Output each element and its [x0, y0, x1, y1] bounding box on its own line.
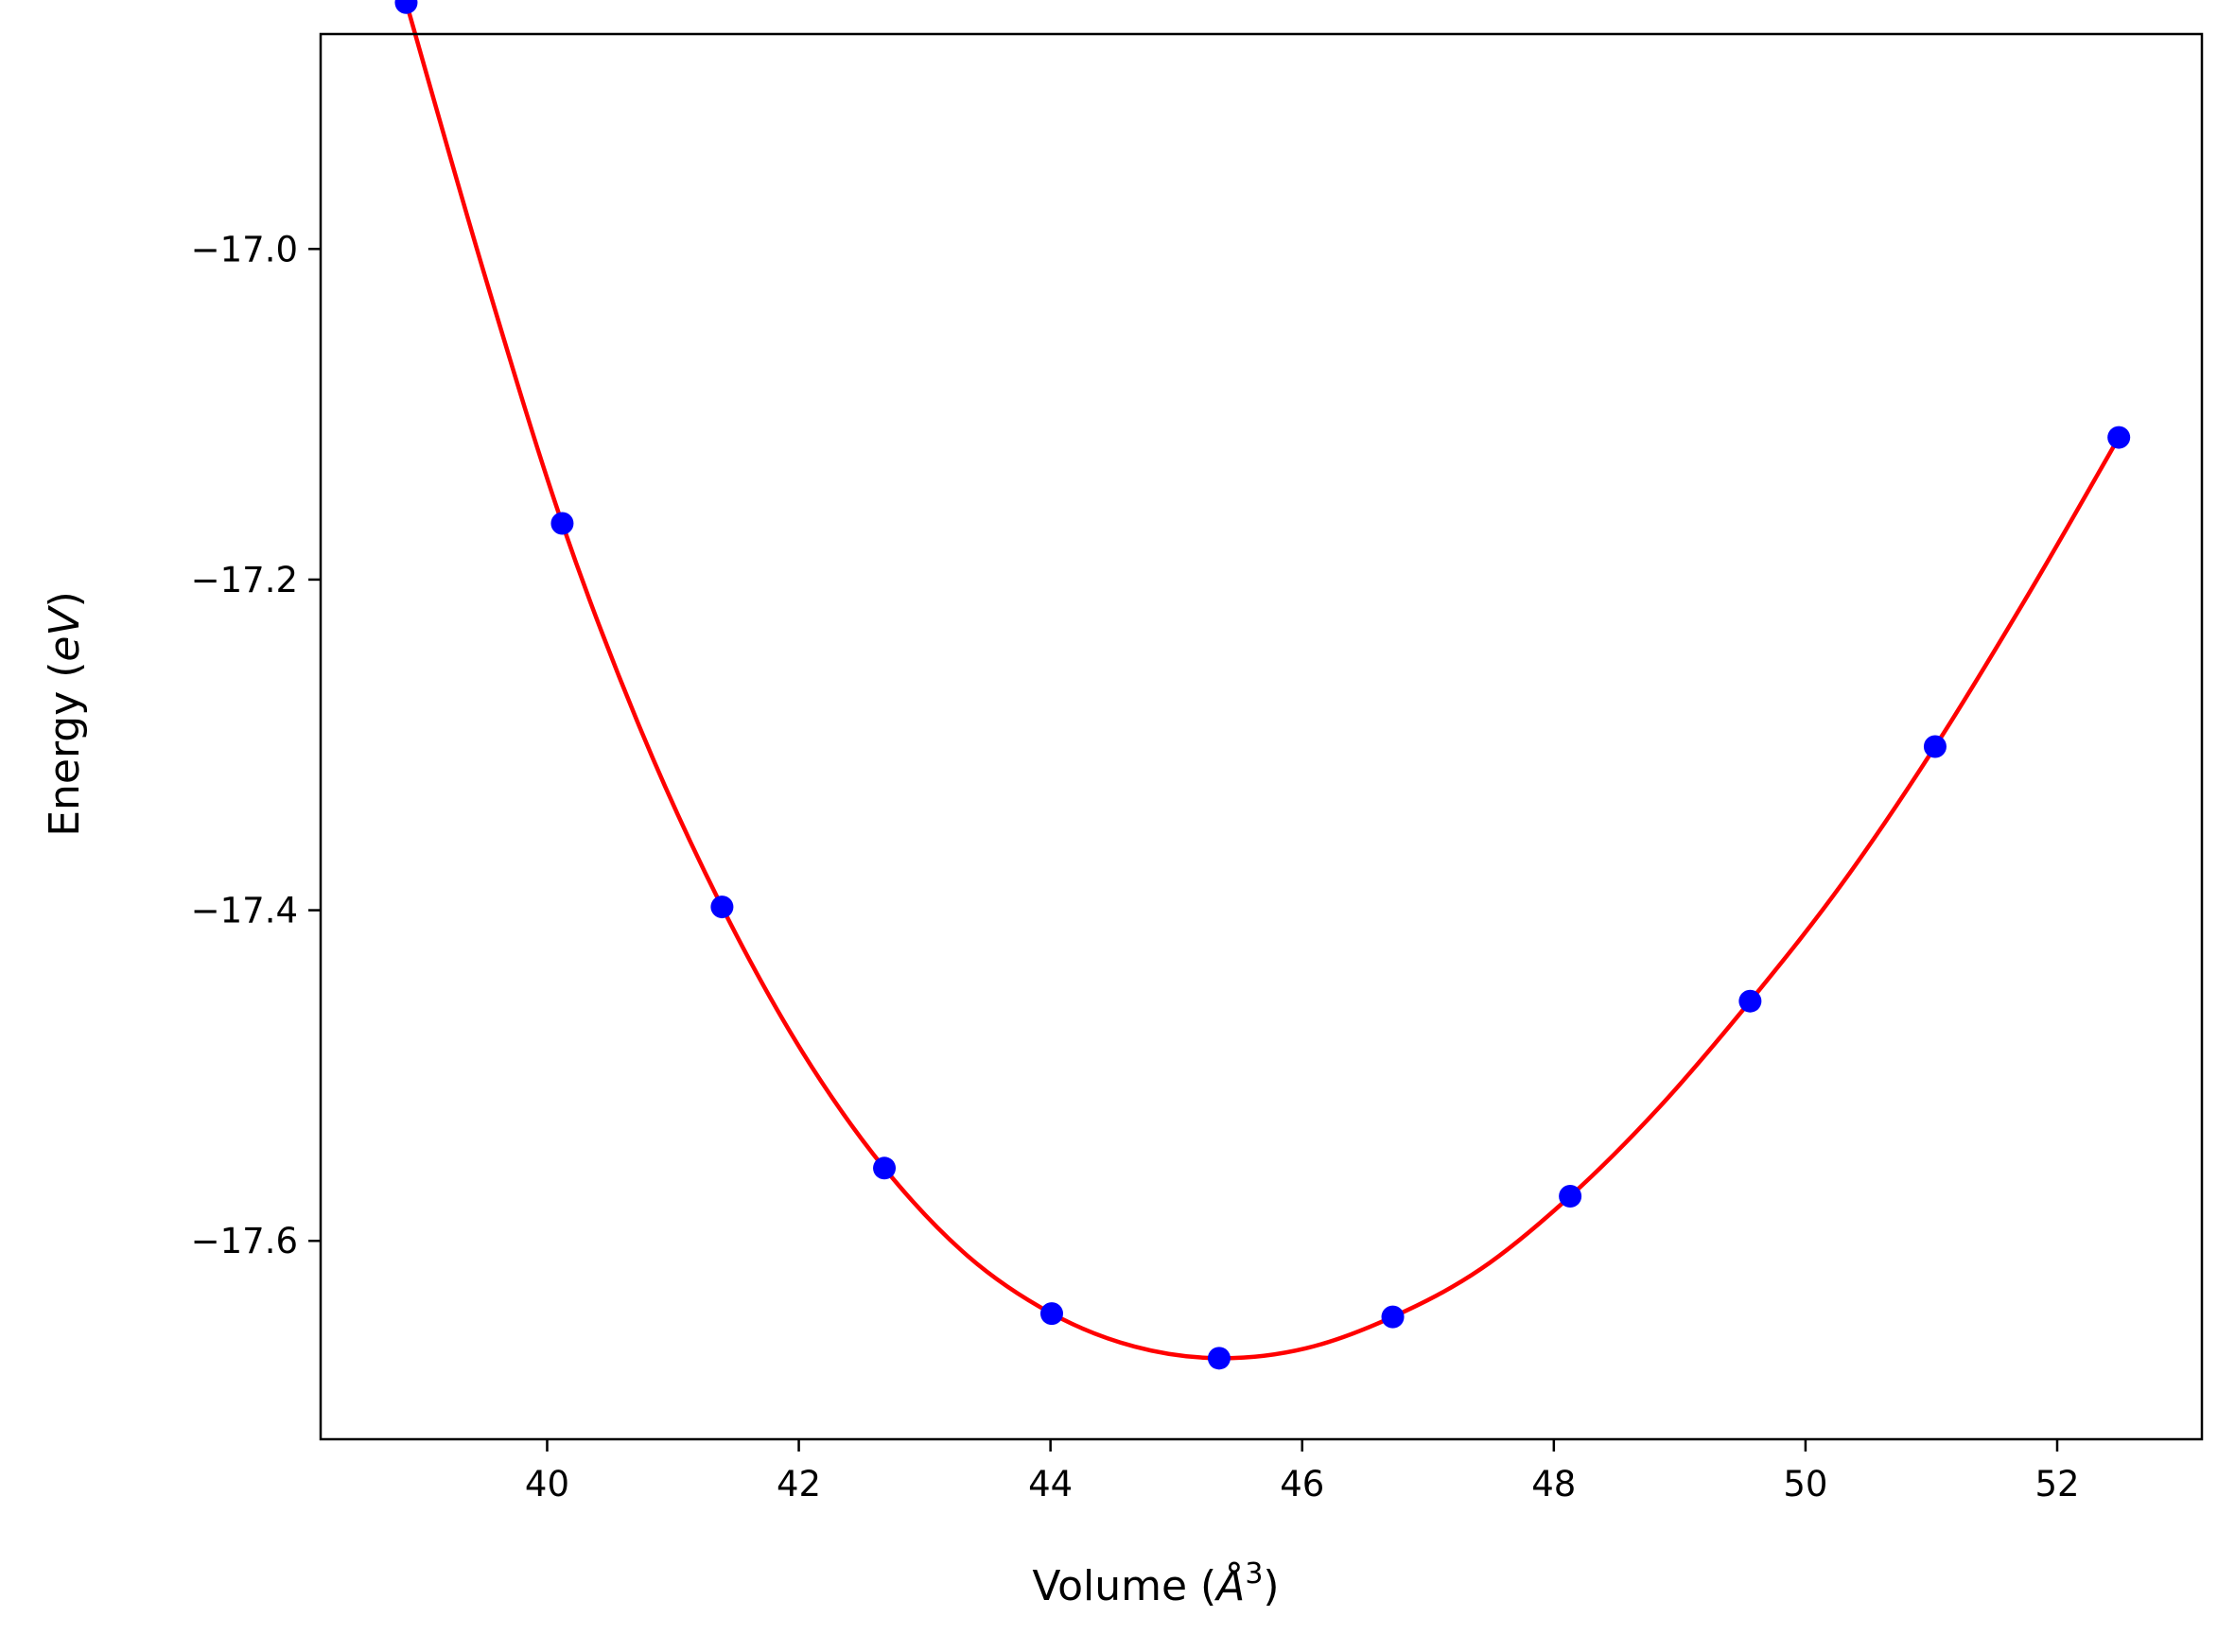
data-point [1738, 989, 1762, 1013]
data-point [2107, 426, 2131, 449]
x-axis-ticks: 40 42 44 46 48 50 52 [525, 1439, 2080, 1504]
x-tick-label: 52 [2034, 1464, 2079, 1504]
data-point [1039, 1302, 1063, 1326]
data-point [394, 0, 418, 14]
data-point [1207, 1347, 1231, 1370]
y-tick-label: −17.4 [191, 891, 298, 931]
x-axis-unit-exponent: 3 [1245, 1557, 1263, 1591]
x-tick-label: 44 [1028, 1464, 1073, 1504]
x-axis-label: Volume (Å3) [1032, 1557, 1279, 1610]
x-tick-label: 50 [1783, 1464, 1827, 1504]
data-points [394, 0, 2131, 1370]
fit-curve [404, 2, 2122, 1361]
x-tick-label: 40 [525, 1464, 569, 1504]
data-point [1381, 1305, 1405, 1329]
plot-frame [319, 32, 2204, 1441]
data-point [550, 512, 574, 535]
x-tick-label: 46 [1280, 1464, 1324, 1504]
data-point [710, 896, 734, 919]
x-axis-label-text: Volume [1032, 1562, 1187, 1610]
y-axis-label: Energy (eV) [41, 591, 89, 837]
data-point [1559, 1185, 1582, 1209]
y-tick-label: −17.6 [191, 1221, 298, 1261]
data-point [1923, 735, 1947, 758]
y-tick-label: −17.2 [191, 560, 298, 600]
x-tick-label: 48 [1531, 1464, 1576, 1504]
data-point [873, 1156, 897, 1180]
y-tick-label: −17.0 [191, 229, 298, 270]
y-axis-unit: eV [41, 605, 89, 662]
y-axis-ticks: −17.0 −17.2 −17.4 −17.6 [191, 229, 321, 1261]
x-tick-label: 42 [777, 1464, 821, 1504]
y-axis-label-text: Energy [41, 691, 89, 837]
x-axis-unit: Å [1214, 1560, 1245, 1610]
